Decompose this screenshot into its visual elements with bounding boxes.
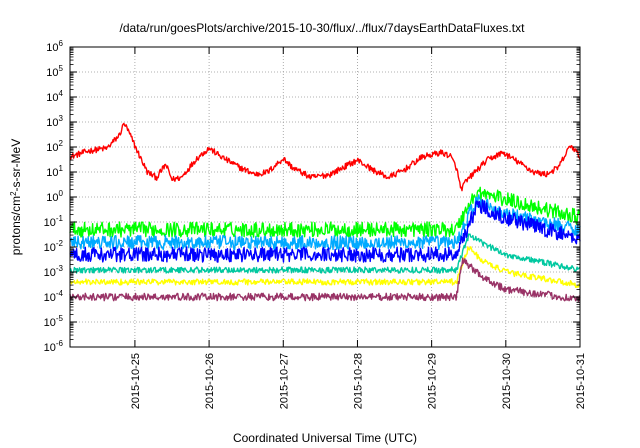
y-tick-base: 10 [46, 42, 58, 54]
y-tick-label: 10-3 [44, 264, 64, 279]
y-tick-exponent: -1 [56, 214, 64, 223]
chart-title: /data/run/goesPlots/archive/2015-10-30/f… [120, 21, 526, 35]
y-tick-base: 10 [46, 192, 58, 204]
y-axis: 10-610-510-410-310-210-11001011021031041… [44, 39, 580, 354]
y-tick-base: 10 [46, 92, 58, 104]
y-tick-exponent: 5 [59, 64, 64, 73]
y-tick-label: 106 [46, 39, 63, 54]
series-line-5 [69, 233, 581, 274]
series-line-4 [69, 199, 581, 263]
y-tick-exponent: -6 [56, 339, 64, 348]
y-tick-exponent: 1 [59, 164, 64, 173]
y-tick-base: 10 [44, 217, 56, 229]
y-tick-exponent: -2 [56, 239, 64, 248]
x-tick-label: 2015-10-27 [278, 353, 290, 409]
y-tick-base: 10 [44, 267, 56, 279]
y-tick-exponent: -5 [56, 314, 64, 323]
y-tick-base: 10 [46, 67, 58, 79]
x-tick-label: 2015-10-30 [501, 353, 513, 409]
series-line-6 [69, 246, 581, 288]
y-tick-label: 10-5 [44, 314, 64, 329]
y-tick-exponent: -3 [56, 264, 64, 273]
series-lines [69, 122, 581, 302]
x-tick-label: 2015-10-25 [130, 353, 142, 409]
x-tick-label: 2015-10-29 [427, 353, 439, 409]
x-tick-label: 2015-10-26 [204, 353, 216, 409]
y-tick-label: 101 [46, 164, 63, 179]
x-tick-label: 2015-10-31 [575, 353, 587, 409]
series-line-1 [69, 122, 581, 192]
series-line-2 [69, 186, 581, 238]
y-tick-base: 10 [44, 342, 56, 354]
y-axis-label-prefix: protons/cm [9, 196, 23, 255]
y-tick-exponent: 2 [59, 139, 64, 148]
y-tick-label: 100 [46, 189, 63, 204]
y-tick-label: 104 [46, 89, 63, 104]
y-tick-base: 10 [46, 117, 58, 129]
y-axis-label-sup: 2 [9, 191, 18, 196]
x-axis: 2015-10-25 2015-10-26 2015-10-27 2015-10-28… [130, 47, 587, 409]
y-tick-exponent: -4 [56, 289, 64, 298]
y-tick-base: 10 [44, 292, 56, 304]
y-axis-label: protons/cm2-s-sr-MeV [9, 139, 24, 255]
y-tick-label: 102 [46, 139, 63, 154]
y-tick-base: 10 [46, 142, 58, 154]
series-line-7 [69, 257, 581, 302]
y-tick-label: 103 [46, 114, 63, 129]
x-axis-label: Coordinated Universal Time (UTC) [233, 431, 417, 445]
y-tick-label: 10-2 [44, 239, 64, 254]
y-tick-exponent: 0 [59, 189, 64, 198]
y-tick-exponent: 4 [59, 89, 64, 98]
y-tick-label: 10-4 [44, 289, 64, 304]
y-tick-label: 10-6 [44, 339, 64, 354]
y-tick-exponent: 6 [59, 39, 64, 48]
y-tick-base: 10 [44, 242, 56, 254]
x-tick-label: 2015-10-28 [352, 353, 364, 409]
y-tick-base: 10 [44, 317, 56, 329]
y-tick-exponent: 3 [59, 114, 64, 123]
y-tick-base: 10 [46, 167, 58, 179]
y-axis-label-suffix: -s-sr-MeV [9, 139, 23, 192]
y-tick-label: 10-1 [44, 214, 64, 229]
y-tick-label: 105 [46, 64, 63, 79]
